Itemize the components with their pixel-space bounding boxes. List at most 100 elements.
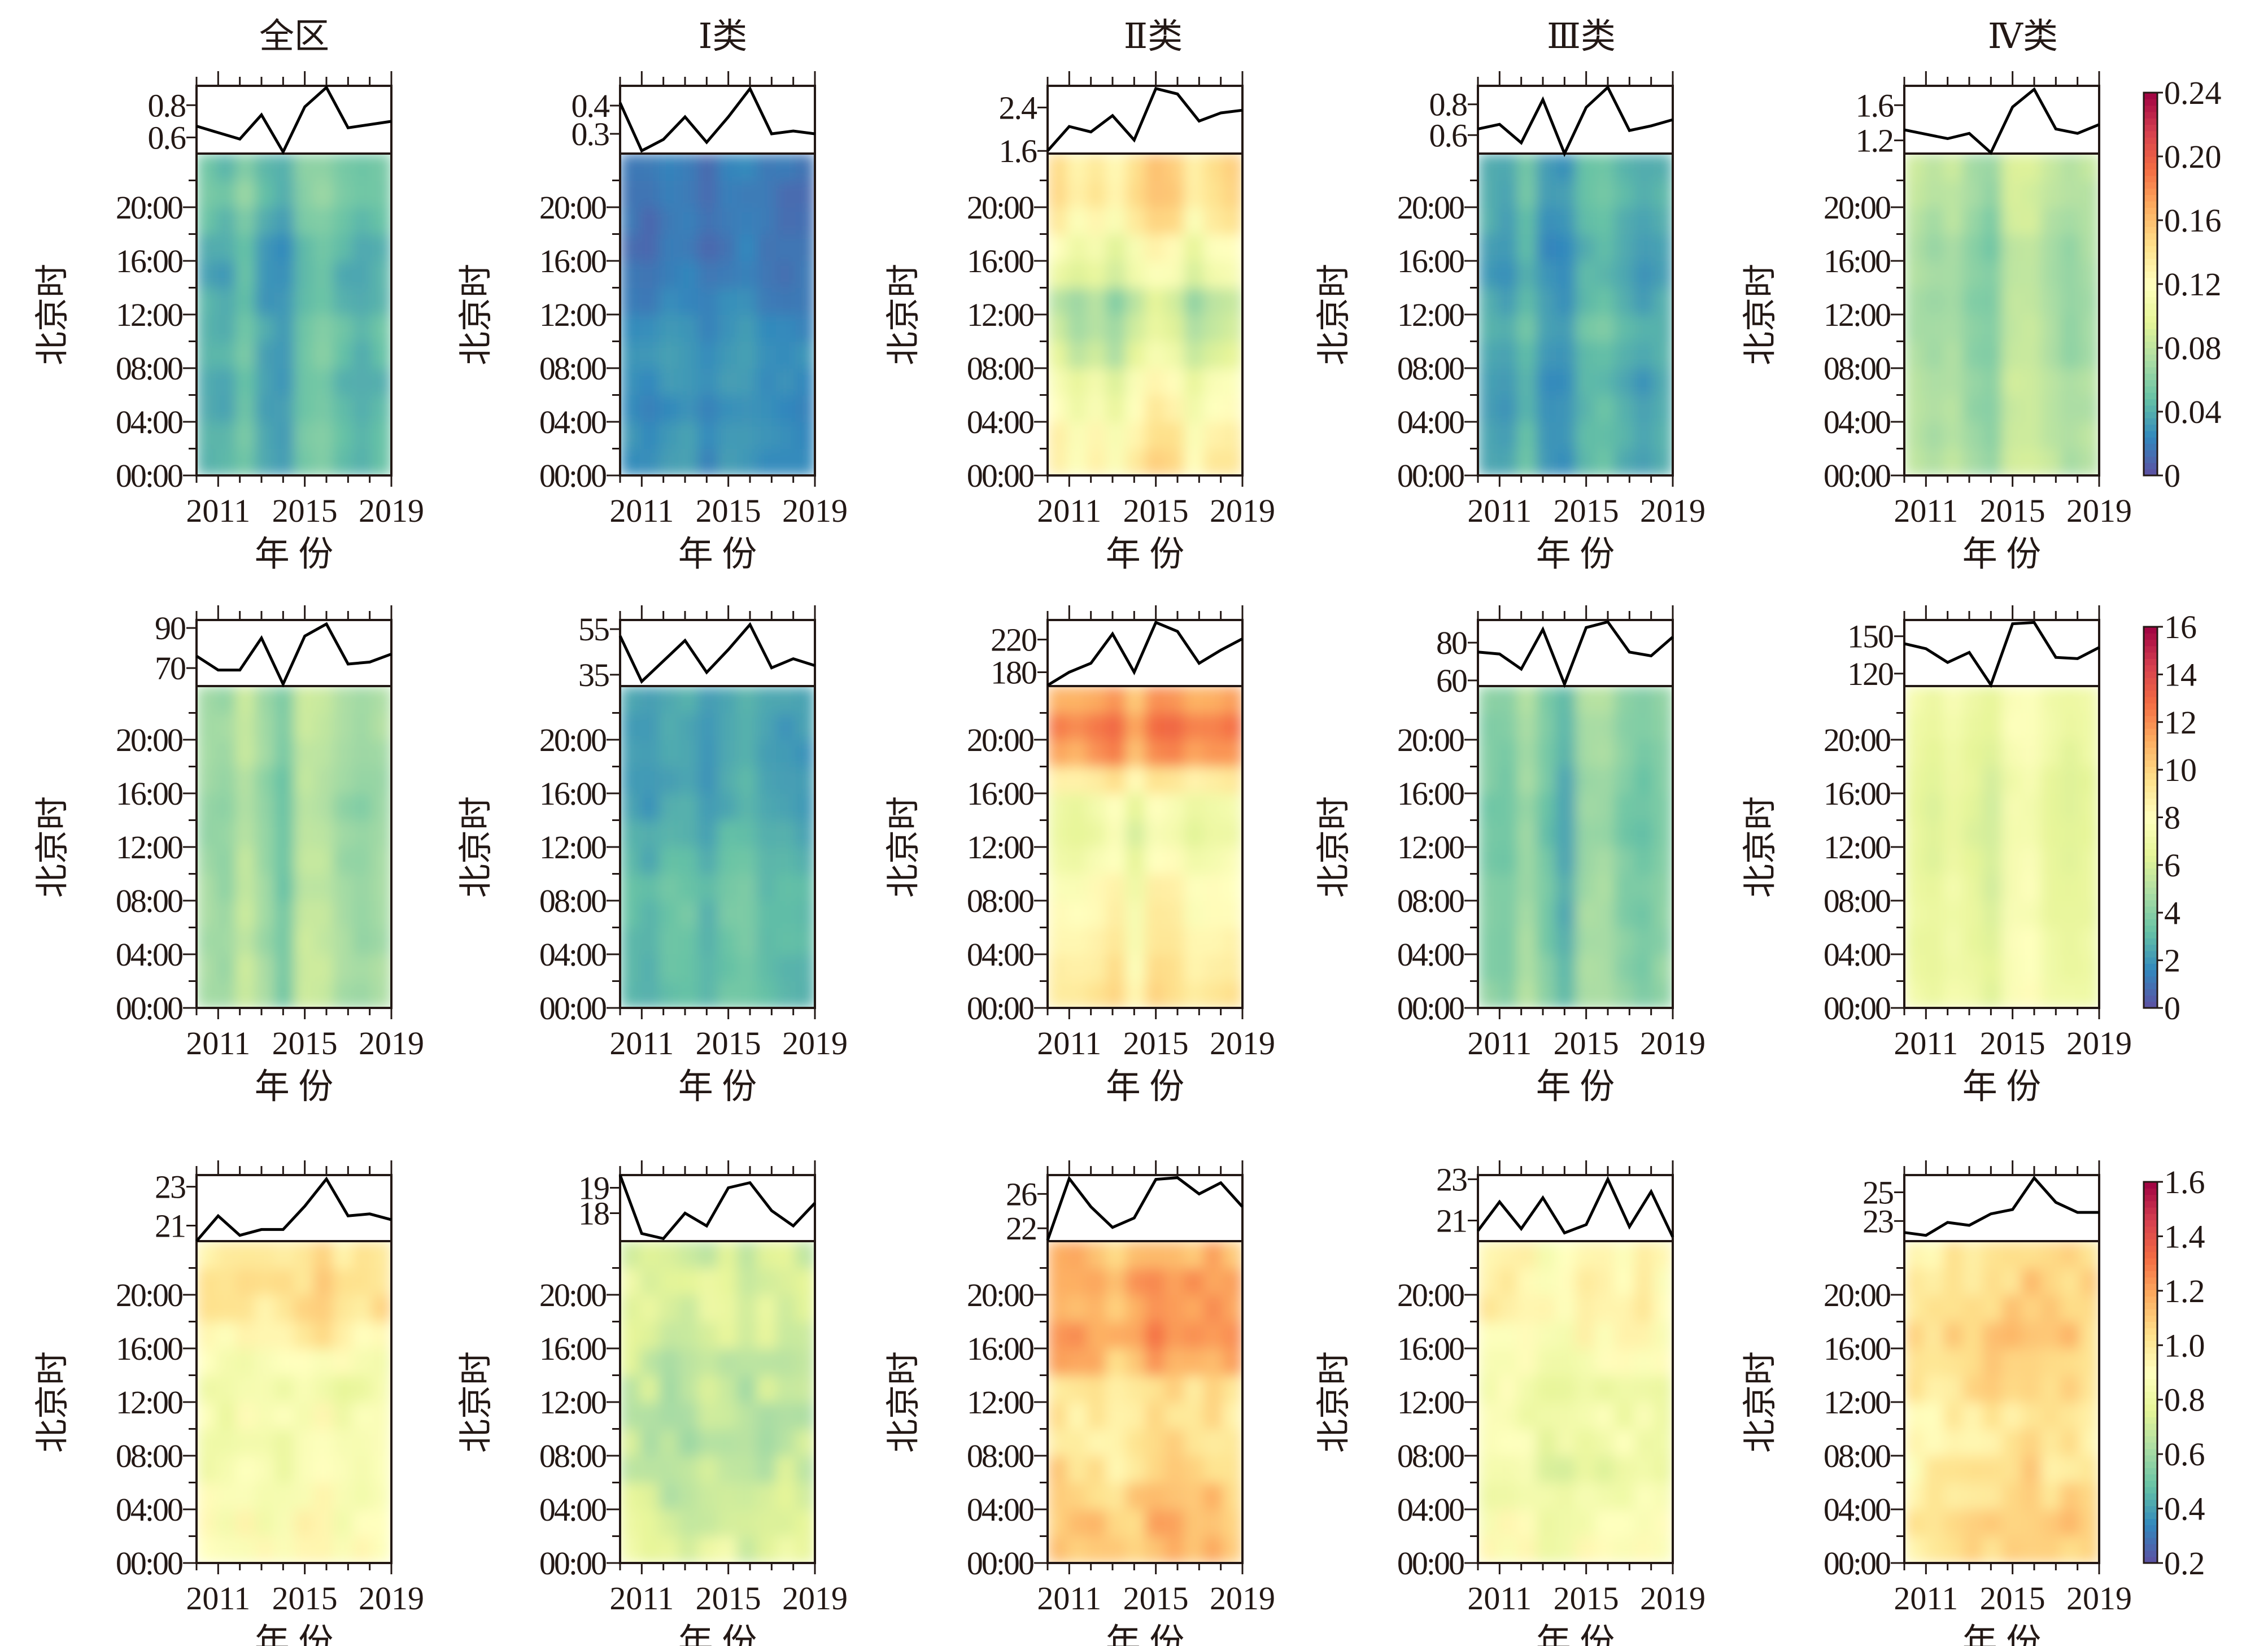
heatmap-cell	[352, 368, 373, 396]
heatmap-cell	[1595, 1295, 1615, 1322]
heatmap-cell	[352, 422, 373, 449]
heatmap-cell	[776, 847, 796, 875]
heatmap-cell	[1653, 927, 1673, 955]
heatmap-cell	[776, 1402, 796, 1430]
colorbar-segment	[2144, 246, 2157, 253]
heatmap-cell	[313, 234, 334, 261]
heatmap-cell	[2079, 1268, 2099, 1295]
heatmap-cell	[1575, 954, 1595, 982]
heatmap-cell	[1653, 315, 1673, 342]
colorbar-segment	[2144, 678, 2157, 684]
heatmap-cell	[197, 1295, 217, 1322]
heatmap-cell	[1653, 1348, 1673, 1376]
heatmap-cell	[2060, 287, 2081, 315]
heatmap	[1048, 154, 1242, 475]
heatmap-cell	[1614, 1429, 1634, 1456]
heatmap-cell	[1943, 981, 1964, 1008]
heatmap-clip	[1048, 686, 1242, 1008]
colorbar-segment	[2144, 437, 2157, 444]
heatmap-cell	[717, 1268, 738, 1295]
heatmap-cell	[1924, 847, 1944, 875]
heatmap-cell	[1087, 713, 1107, 740]
heatmap-cell	[197, 422, 217, 449]
heatmap-cell	[1614, 793, 1634, 821]
heatmap-cell	[294, 341, 314, 369]
heatmap-cell	[1478, 1348, 1498, 1376]
y-tick-label: 00:00	[1397, 1545, 1464, 1582]
heatmap-cell	[274, 1348, 295, 1376]
heatmap-cell	[1164, 315, 1185, 342]
heatmap	[197, 1241, 391, 1563]
heatmap-cell	[352, 448, 373, 475]
heatmap-cell	[274, 1402, 295, 1430]
heatmap-cell	[1087, 1402, 1107, 1430]
heatmap-cell	[1126, 341, 1146, 369]
colorbar-segment	[2144, 1309, 2157, 1316]
heatmap-cell	[678, 1536, 699, 1563]
heatmap-cell	[1223, 448, 1242, 475]
y-tick-label: 04:00	[1397, 936, 1464, 973]
heatmap-cell	[1653, 1241, 1673, 1269]
heatmap-cell	[1067, 261, 1087, 289]
heatmap-cell	[1478, 234, 1498, 261]
line-y-tick-label: 0.8	[148, 87, 186, 124]
heatmap-cell	[1575, 927, 1595, 955]
heatmap-cell	[737, 686, 757, 714]
heatmap-clip	[620, 154, 815, 475]
x-tick-label: 2015	[696, 492, 761, 529]
heatmap-cell	[698, 422, 718, 449]
y-tick-label: 16:00	[1824, 1330, 1890, 1367]
heatmap-cell	[294, 713, 314, 740]
heatmap-cell	[1536, 154, 1556, 181]
heatmap-cell	[1223, 368, 1242, 396]
heatmap-cell	[620, 820, 640, 848]
heatmap-cell	[313, 954, 334, 982]
heatmap-cell	[372, 448, 391, 475]
colorbar-segment	[2144, 906, 2157, 913]
heatmap-cell	[255, 740, 275, 767]
colorbar-segment	[2144, 1207, 2157, 1214]
heatmap-cell	[2021, 954, 2042, 982]
heatmap-cell	[1184, 341, 1204, 369]
heatmap-cell	[1106, 927, 1126, 955]
colorbar-segment	[2144, 456, 2157, 463]
heatmap-cell	[678, 713, 699, 740]
heatmap-cell	[352, 740, 373, 767]
heatmap-cell	[776, 874, 796, 901]
colorbar-segment	[2144, 823, 2157, 831]
heatmap-cell	[1556, 713, 1576, 740]
heatmap-cell	[1614, 341, 1634, 369]
heatmap-cell	[756, 927, 777, 955]
heatmap-cell	[1575, 1241, 1595, 1269]
heatmap-cell	[352, 341, 373, 369]
heatmap-cell	[1517, 368, 1537, 396]
heatmap-cell	[333, 1348, 353, 1376]
y-tick-label: 08:00	[1397, 350, 1464, 387]
heatmap-cell	[1067, 820, 1087, 848]
heatmap-cell	[2001, 686, 2022, 714]
heatmap-cell	[235, 820, 256, 848]
heatmap-cell	[1203, 1402, 1224, 1430]
heatmap-cell	[1203, 207, 1224, 235]
heatmap-cell	[1164, 448, 1185, 475]
heatmap-cell	[372, 1509, 391, 1537]
heatmap-cell	[1614, 901, 1634, 928]
colorbar-segment	[2144, 1194, 2157, 1202]
line-series	[195, 1176, 392, 1242]
heatmap-cell	[1087, 180, 1107, 208]
heatmap-cell	[352, 1268, 373, 1295]
heatmap-cell	[1924, 1456, 1944, 1483]
heatmap-cell	[1497, 1402, 1517, 1430]
heatmap-cell	[1924, 1429, 1944, 1456]
heatmap-cell	[2040, 261, 2061, 289]
heatmap-cell	[1067, 341, 1087, 369]
heatmap-cell	[313, 315, 334, 342]
heatmap-cell	[1634, 766, 1654, 794]
heatmap-cell	[1962, 686, 1983, 714]
heatmap-cell	[1203, 261, 1224, 289]
heatmap-cell	[197, 740, 217, 767]
heatmap-cell	[737, 874, 757, 901]
colorbar-segment	[2144, 188, 2157, 195]
colorbar-segment	[2144, 1487, 2157, 1494]
